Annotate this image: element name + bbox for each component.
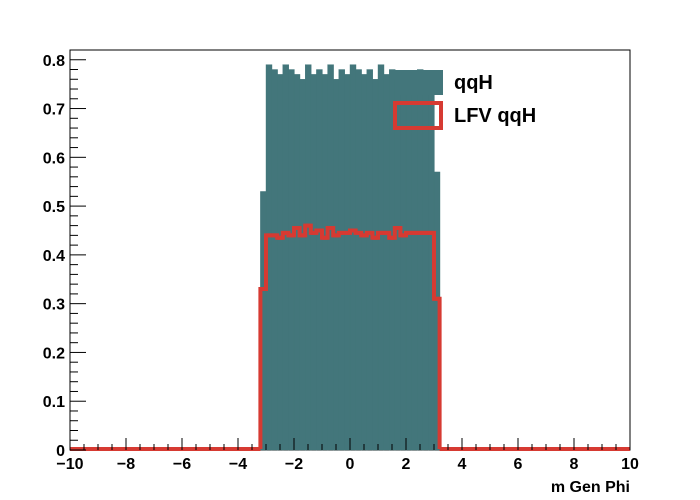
qqh-bar (372, 79, 379, 451)
y-tick-label: 0 (56, 443, 65, 460)
x-tick-label: −4 (229, 456, 247, 473)
x-tick-label: 8 (570, 456, 579, 473)
qqh-bar (282, 64, 289, 451)
y-tick-label: 0.6 (43, 150, 65, 167)
qqh-bar (338, 69, 345, 451)
x-tick-label: 2 (402, 456, 411, 473)
y-tick-label: 0.2 (43, 345, 65, 362)
legend-label: LFV qqH (454, 105, 536, 127)
legend-entry: qqH (395, 70, 493, 95)
x-axis-title: m Gen Phi (551, 479, 630, 496)
qqh-bar (333, 79, 340, 451)
series-qqh (260, 64, 441, 451)
y-tick-label: 0.7 (43, 102, 65, 119)
qqh-bar (316, 69, 323, 451)
qqh-bar (344, 74, 351, 451)
x-tick-label: −2 (285, 456, 303, 473)
qqh-bar (355, 69, 362, 451)
qqh-bar (366, 69, 373, 451)
legend-entry: LFV qqH (393, 101, 536, 130)
x-tick-label: −8 (117, 456, 135, 473)
qqh-bar (299, 79, 306, 451)
qqh-bar (422, 74, 429, 451)
qqh-bar (271, 69, 278, 451)
qqh-bar (305, 64, 312, 451)
x-tick-label: −10 (56, 456, 83, 473)
x-tick-label: −6 (173, 456, 191, 473)
qqh-bar (288, 69, 295, 451)
y-tick-label: 0.4 (43, 248, 65, 265)
qqh-bar (327, 64, 334, 451)
series-layer (70, 64, 630, 451)
qqh-bar (321, 74, 329, 451)
qqh-bar (400, 74, 407, 451)
qqh-bar (349, 64, 357, 451)
qqh-bar (277, 74, 284, 451)
x-tick-label: 0 (346, 456, 355, 473)
y-tick-label: 0.1 (43, 394, 65, 411)
x-tick-label: 6 (514, 456, 523, 473)
x-tick-label: 10 (621, 456, 639, 473)
qqh-bar (293, 74, 301, 451)
qqh-bar (411, 79, 418, 451)
y-tick-label: 0.3 (43, 297, 65, 314)
series-lfv-qqh (70, 223, 630, 451)
qqh-bar (377, 64, 385, 451)
y-tick-label: 0.5 (43, 199, 65, 216)
legend-label: qqH (454, 72, 493, 94)
axes-layer: −10 −8 −6 −4 −2 0 2 4 6 8 10 0 0.1 0.2 0.3 0.4 0.5 0.6 0.7… (43, 53, 639, 473)
qqh-bar (405, 74, 413, 451)
qqh-bar (310, 74, 317, 451)
qqh-bar (361, 74, 368, 451)
qqh-bar (394, 79, 401, 451)
legend-swatch-filled (395, 70, 443, 95)
x-tick-label: 4 (458, 456, 467, 473)
qqh-bar (383, 74, 390, 451)
y-tick-label: 0.8 (43, 53, 65, 70)
legend: qqH LFV qqH (393, 70, 536, 130)
legend-swatch-outline (393, 101, 443, 130)
